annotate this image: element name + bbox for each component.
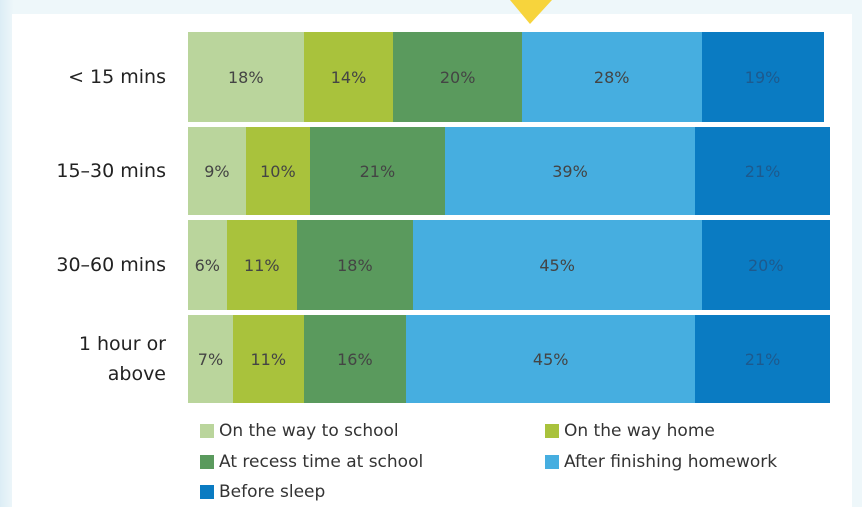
- value-label: 21%: [744, 161, 781, 181]
- bar-segment: 45%: [412, 220, 702, 310]
- value-label: 45%: [539, 255, 575, 275]
- legend-item: On the way to school: [200, 420, 399, 442]
- bar-segment: 21%: [695, 127, 830, 215]
- bar-segment: 14%: [303, 32, 394, 122]
- legend-label: After finishing homework: [564, 452, 778, 472]
- bar-segment: 7%: [188, 315, 233, 403]
- bar-segment: 10%: [245, 127, 310, 215]
- bar-segment: 39%: [444, 127, 696, 215]
- bar-segment: 28%: [521, 32, 702, 122]
- value-label: 6%: [194, 255, 220, 275]
- value-label: 20%: [439, 67, 476, 87]
- legend-swatch: [200, 485, 214, 499]
- value-label: 21%: [359, 161, 396, 181]
- bar-segment: 18%: [297, 220, 413, 310]
- value-label: 10%: [260, 161, 296, 181]
- bar-segment: 9%: [188, 127, 246, 215]
- bar-segment: 6%: [188, 220, 227, 310]
- legend-swatch: [200, 455, 214, 469]
- bar-segment: 20%: [701, 220, 830, 310]
- legend-item: At recess time at school: [200, 451, 423, 473]
- value-label: 11%: [250, 349, 287, 369]
- legend-item: After finishing homework: [545, 451, 777, 473]
- arrow-shape: [510, 0, 552, 24]
- bar-segment: 21%: [309, 127, 445, 215]
- value-label: 28%: [593, 67, 630, 87]
- value-label: 19%: [744, 67, 781, 87]
- value-label: 14%: [330, 67, 367, 87]
- legend-swatch: [200, 424, 214, 438]
- value-label: 20%: [748, 255, 784, 275]
- legend-label: At recess time at school: [219, 452, 424, 472]
- category-label: 1 hour or above: [78, 333, 166, 385]
- category-label: < 15 mins: [68, 66, 166, 88]
- bar-segment: 16%: [303, 315, 407, 403]
- legend-swatch: [545, 455, 559, 469]
- bar-segment: 11%: [226, 220, 298, 310]
- value-label: 7%: [197, 349, 224, 369]
- category-label: 15–30 mins: [56, 160, 166, 182]
- bar-segment: 45%: [406, 315, 696, 403]
- legend-item: Before sleep: [200, 481, 325, 503]
- bar-segment: 21%: [695, 315, 830, 403]
- legend-label: Before sleep: [219, 482, 326, 502]
- legend-label: On the way home: [564, 421, 715, 441]
- value-label: 39%: [552, 161, 588, 181]
- bar-segment: 18%: [188, 32, 304, 122]
- value-label: 45%: [532, 349, 569, 369]
- bar-segment: 20%: [393, 32, 522, 122]
- value-label: 9%: [204, 161, 230, 181]
- legend-swatch: [545, 424, 559, 438]
- value-label: 18%: [227, 67, 264, 87]
- value-label: 11%: [244, 255, 280, 275]
- arrow-decoration: [510, 0, 552, 24]
- value-label: 18%: [337, 255, 373, 275]
- legend-item: On the way home: [545, 420, 715, 442]
- bar-segment: 19%: [701, 32, 824, 122]
- legend-label: On the way to school: [219, 421, 399, 441]
- value-label: 21%: [744, 349, 781, 369]
- bar-segment: 11%: [232, 315, 304, 403]
- value-label: 16%: [337, 349, 373, 369]
- category-label: 30–60 mins: [56, 254, 166, 276]
